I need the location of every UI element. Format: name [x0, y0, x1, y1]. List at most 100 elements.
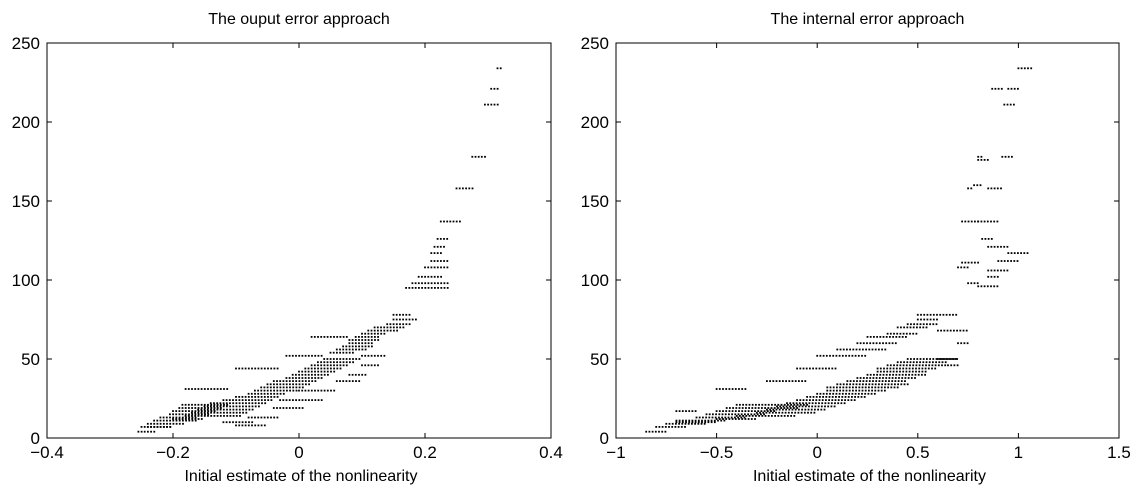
left-scatter-point — [191, 419, 194, 422]
left-scatter-point — [430, 287, 433, 289]
left-scatter-point — [367, 332, 370, 335]
left-scatter-point — [187, 388, 190, 390]
left-scatter-point — [361, 336, 363, 338]
right-scatter-point — [857, 396, 860, 398]
left-scatter-point — [415, 318, 417, 321]
right-scatter-point — [976, 282, 979, 285]
right-scatter-point — [1006, 103, 1009, 106]
right-scatter-point — [1016, 260, 1019, 262]
right-scatter-point — [671, 422, 674, 425]
right-scatter-point — [767, 407, 770, 409]
left-scatter-point — [285, 383, 288, 386]
left-scatter-point — [370, 332, 373, 335]
left-scatter-point — [339, 336, 342, 338]
left-scatter-point — [244, 396, 247, 398]
left-scatter-point — [395, 323, 398, 326]
right-scatter-point — [798, 380, 800, 382]
left-scatter-point — [213, 410, 216, 412]
left-scatter-point — [273, 396, 276, 398]
left-scatter-point — [210, 403, 213, 406]
right-scatter-point — [873, 373, 875, 376]
left-scatter-point — [279, 392, 282, 395]
right-scatter-point — [902, 370, 905, 373]
left-scatter-point — [314, 380, 317, 382]
left-scatter-point — [399, 318, 401, 321]
left-scatter-point — [153, 430, 156, 433]
right-scatter-point — [812, 396, 815, 398]
left-scatter-point — [477, 155, 480, 158]
left-scatter-point — [405, 287, 407, 289]
right-scatter-point — [710, 419, 713, 422]
right-scatter-point — [799, 367, 802, 370]
right-scatter-point — [880, 386, 883, 389]
left-scatter-point — [336, 364, 339, 367]
left-scatter-point — [304, 380, 307, 382]
left-scatter-point — [345, 351, 348, 354]
left-scatter-point — [301, 386, 304, 389]
right-scatter-point — [763, 413, 765, 416]
left-scatter-point — [288, 399, 291, 401]
left-scatter-point — [197, 410, 200, 412]
right-scatter-point — [777, 415, 780, 417]
left-scatter-point — [235, 408, 238, 411]
right-scatter-point — [698, 416, 701, 419]
right-scatter-point — [651, 430, 654, 433]
right-scatter-point — [801, 405, 804, 408]
left-scatter-point — [361, 364, 363, 367]
left-y-tick-label: 50 — [21, 350, 40, 369]
left-scatter-point — [272, 380, 275, 382]
left-scatter-point — [351, 348, 354, 351]
left-scatter-point — [427, 282, 430, 285]
left-scatter-point — [203, 411, 206, 414]
right-scatter-point — [767, 415, 770, 417]
right-scatter-point — [789, 402, 792, 405]
left-scatter-point — [175, 416, 178, 419]
right-scatter-point — [967, 187, 969, 190]
left-scatter-point — [298, 389, 300, 392]
left-scatter-point — [455, 187, 458, 190]
right-scatter-point — [943, 329, 946, 332]
right-scatter-point — [1009, 103, 1012, 106]
left-scatter-point — [335, 348, 338, 351]
right-scatter-point — [831, 396, 834, 398]
right-scatter-point — [718, 388, 721, 390]
right-scatter-point — [970, 187, 973, 190]
right-scatter-point — [948, 358, 951, 360]
left-scatter-point — [197, 415, 200, 417]
left-scatter-point — [354, 336, 357, 338]
left-scatter-point — [370, 329, 373, 332]
right-scatter-point — [902, 367, 905, 370]
left-scatter-point — [238, 399, 241, 401]
left-scatter-point — [361, 339, 364, 341]
left-scatter-point — [414, 282, 417, 285]
right-scatter-point — [783, 415, 786, 417]
left-scatter-point — [320, 354, 323, 357]
left-scatter-point — [364, 342, 367, 345]
right-scatter-point — [980, 285, 983, 288]
right-scatter-point — [844, 399, 846, 401]
left-scatter-point — [295, 377, 297, 379]
right-scatter-point — [711, 416, 714, 419]
left-scatter-point — [436, 266, 439, 269]
left-scatter-point — [342, 348, 345, 351]
left-scatter-point — [150, 422, 152, 425]
left-scatter-point — [203, 405, 206, 408]
left-scatter-point — [257, 402, 260, 405]
right-scatter-point — [846, 383, 848, 386]
left-scatter-point — [298, 383, 301, 386]
left-scatter-point — [424, 266, 426, 269]
right-scatter-point — [745, 403, 748, 406]
right-scatter-point — [740, 413, 743, 416]
right-scatter-point — [934, 364, 937, 367]
right-scatter-point — [775, 380, 778, 382]
left-scatter-point — [267, 367, 269, 370]
left-scatter-point — [178, 422, 181, 425]
right-scatter-point — [1007, 252, 1010, 254]
right-scatter-point — [731, 418, 734, 420]
right-scatter-point — [895, 370, 898, 373]
left-scatter-point — [367, 329, 370, 332]
left-scatter-point — [342, 358, 345, 360]
right-scatter-point — [842, 383, 845, 386]
right-scatter-point — [793, 407, 795, 409]
left-scatter-point — [191, 415, 193, 417]
